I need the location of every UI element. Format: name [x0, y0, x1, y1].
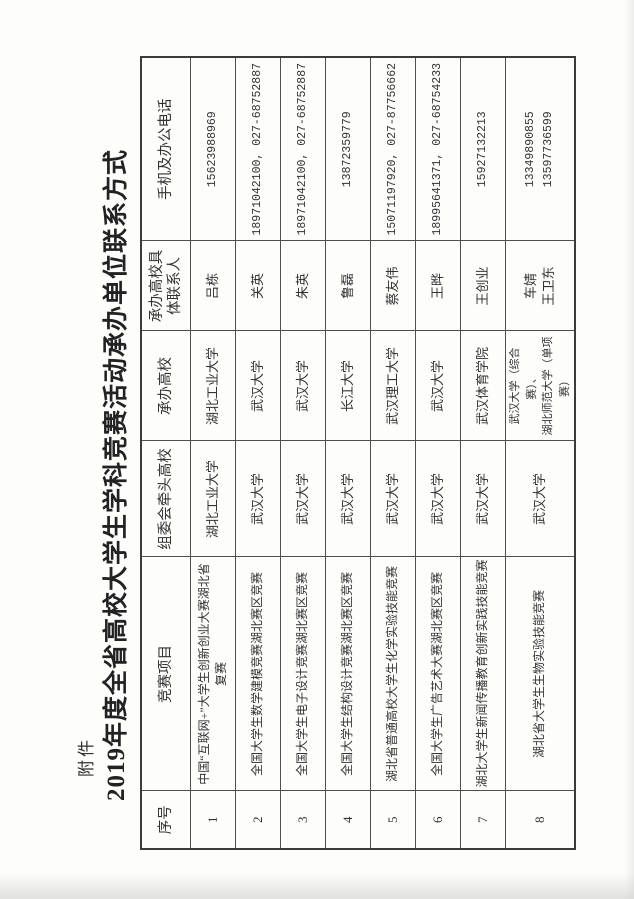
- header-host-university: 承办高校: [141, 331, 191, 441]
- table-row: 6 全国大学生广告艺术大赛湖北赛区竞赛 武汉大学 武汉大学 王晔 1899564…: [415, 57, 461, 849]
- cell-phone: 15927132213: [460, 57, 506, 241]
- table-row: 5 湖北省普通高校大学生化学实验技能竞赛 武汉大学 武汉理工大学 蔡友伟 150…: [370, 57, 416, 849]
- header-phone: 手机及办公电话: [141, 57, 191, 241]
- cell-contact-person: 王创业: [460, 241, 506, 331]
- cell-phone: 13872359779: [325, 57, 371, 241]
- cell-contact-person: 蔡友伟: [370, 241, 416, 331]
- cell-no: 8: [505, 791, 575, 849]
- table-row: 8 湖北省大学生生物实验技能竞赛 武汉大学 武汉大学（综合赛）、 湖北师范大学（…: [505, 57, 575, 849]
- scan-shadow-bottom: [0, 873, 634, 899]
- cell-no: 3: [280, 791, 326, 849]
- cell-lead-university: 湖北工业大学: [190, 441, 236, 557]
- cell-host-university: 武汉大学: [280, 331, 326, 441]
- cell-project: 湖北大学生新闻传播教育创新实践技能竞赛: [460, 557, 506, 791]
- cell-contact-person: 王晔: [415, 241, 461, 331]
- rotated-document: 附件 2019年度全省高校大学生学科竞赛活动承办单位联系方式 序号 竞赛项目 组…: [70, 50, 595, 860]
- cell-no: 6: [415, 791, 461, 849]
- cell-lead-university: 武汉大学: [460, 441, 506, 557]
- cell-project: 全国大学生广告艺术大赛湖北赛区竞赛: [415, 557, 461, 791]
- table-row: 7 湖北大学生新闻传播教育创新实践技能竞赛 武汉大学 武汉体育学院 王创业 15…: [460, 57, 506, 849]
- document-title: 2019年度全省高校大学生学科竞赛活动承办单位联系方式: [103, 149, 130, 802]
- cell-lead-university: 武汉大学: [325, 441, 371, 557]
- cell-host-university: 武汉大学（综合赛）、 湖北师范大学（单项赛）: [505, 331, 575, 441]
- cell-project: 湖北省普通高校大学生化学实验技能竞赛: [370, 557, 416, 791]
- cell-project: 全国大学生结构设计竞赛湖北赛区竞赛: [325, 557, 371, 791]
- attachment-label: 附件: [77, 737, 96, 777]
- cell-contact-person: 鲁磊: [325, 241, 371, 331]
- cell-contact-person: 车婧 王卫东: [505, 241, 575, 331]
- table-row: 4 全国大学生结构设计竞赛湖北赛区竞赛 武汉大学 长江大学 鲁磊 1387235…: [325, 57, 371, 849]
- table-row: 2 全国大学生数学建模竞赛湖北赛区竞赛 武汉大学 武汉大学 关英 1897104…: [235, 57, 281, 849]
- table-header-row: 序号 竞赛项目 组委会牵头高校 承办高校 承办高校具 体联系人 手机及办公电话: [141, 57, 191, 849]
- cell-no: 4: [325, 791, 371, 849]
- cell-contact-person: 吕栋: [190, 241, 236, 331]
- cell-project: 中国“互联网+”大学生创新创业大赛湖北省 复赛: [190, 557, 236, 791]
- cell-phone: 15623988969: [190, 57, 236, 241]
- cell-no: 7: [460, 791, 506, 849]
- cell-phone: 18971042100, 027-68752887: [280, 57, 326, 241]
- cell-phone: 13349890855 13597736599: [505, 57, 575, 241]
- cell-lead-university: 武汉大学: [370, 441, 416, 557]
- header-contact-person: 承办高校具 体联系人: [141, 241, 191, 331]
- contact-table: 序号 竞赛项目 组委会牵头高校 承办高校 承办高校具 体联系人 手机及办公电话 …: [140, 56, 576, 850]
- cell-no: 5: [370, 791, 416, 849]
- scan-shadow-right: [624, 0, 634, 899]
- cell-phone: 18995641371, 027-68754233: [415, 57, 461, 241]
- cell-host-university: 武汉大学: [415, 331, 461, 441]
- table-row: 3 全国大学生电子设计竞赛湖北赛区竞赛 武汉大学 武汉大学 朱英 1897104…: [280, 57, 326, 849]
- header-project: 竞赛项目: [141, 557, 191, 791]
- cell-lead-university: 武汉大学: [280, 441, 326, 557]
- cell-project: 全国大学生电子设计竞赛湖北赛区竞赛: [280, 557, 326, 791]
- cell-project: 湖北省大学生生物实验技能竞赛: [505, 557, 575, 791]
- cell-host-university: 湖北工业大学: [190, 331, 236, 441]
- table-row: 1 中国“互联网+”大学生创新创业大赛湖北省 复赛 湖北工业大学 湖北工业大学 …: [190, 57, 236, 849]
- cell-host-university: 武汉理工大学: [370, 331, 416, 441]
- cell-phone: 15071197920, 027-87756662: [370, 57, 416, 241]
- header-lead-university: 组委会牵头高校: [141, 441, 191, 557]
- cell-phone: 18971042100, 027-68752887: [235, 57, 281, 241]
- cell-lead-university: 武汉大学: [505, 441, 575, 557]
- cell-lead-university: 武汉大学: [235, 441, 281, 557]
- cell-no: 2: [235, 791, 281, 849]
- cell-project: 全国大学生数学建模竞赛湖北赛区竞赛: [235, 557, 281, 791]
- cell-lead-university: 武汉大学: [415, 441, 461, 557]
- cell-no: 1: [190, 791, 236, 849]
- cell-host-university: 长江大学: [325, 331, 371, 441]
- header-no: 序号: [141, 791, 191, 849]
- cell-host-university: 武汉体育学院: [460, 331, 506, 441]
- cell-contact-person: 朱英: [280, 241, 326, 331]
- cell-contact-person: 关英: [235, 241, 281, 331]
- cell-host-university: 武汉大学: [235, 331, 281, 441]
